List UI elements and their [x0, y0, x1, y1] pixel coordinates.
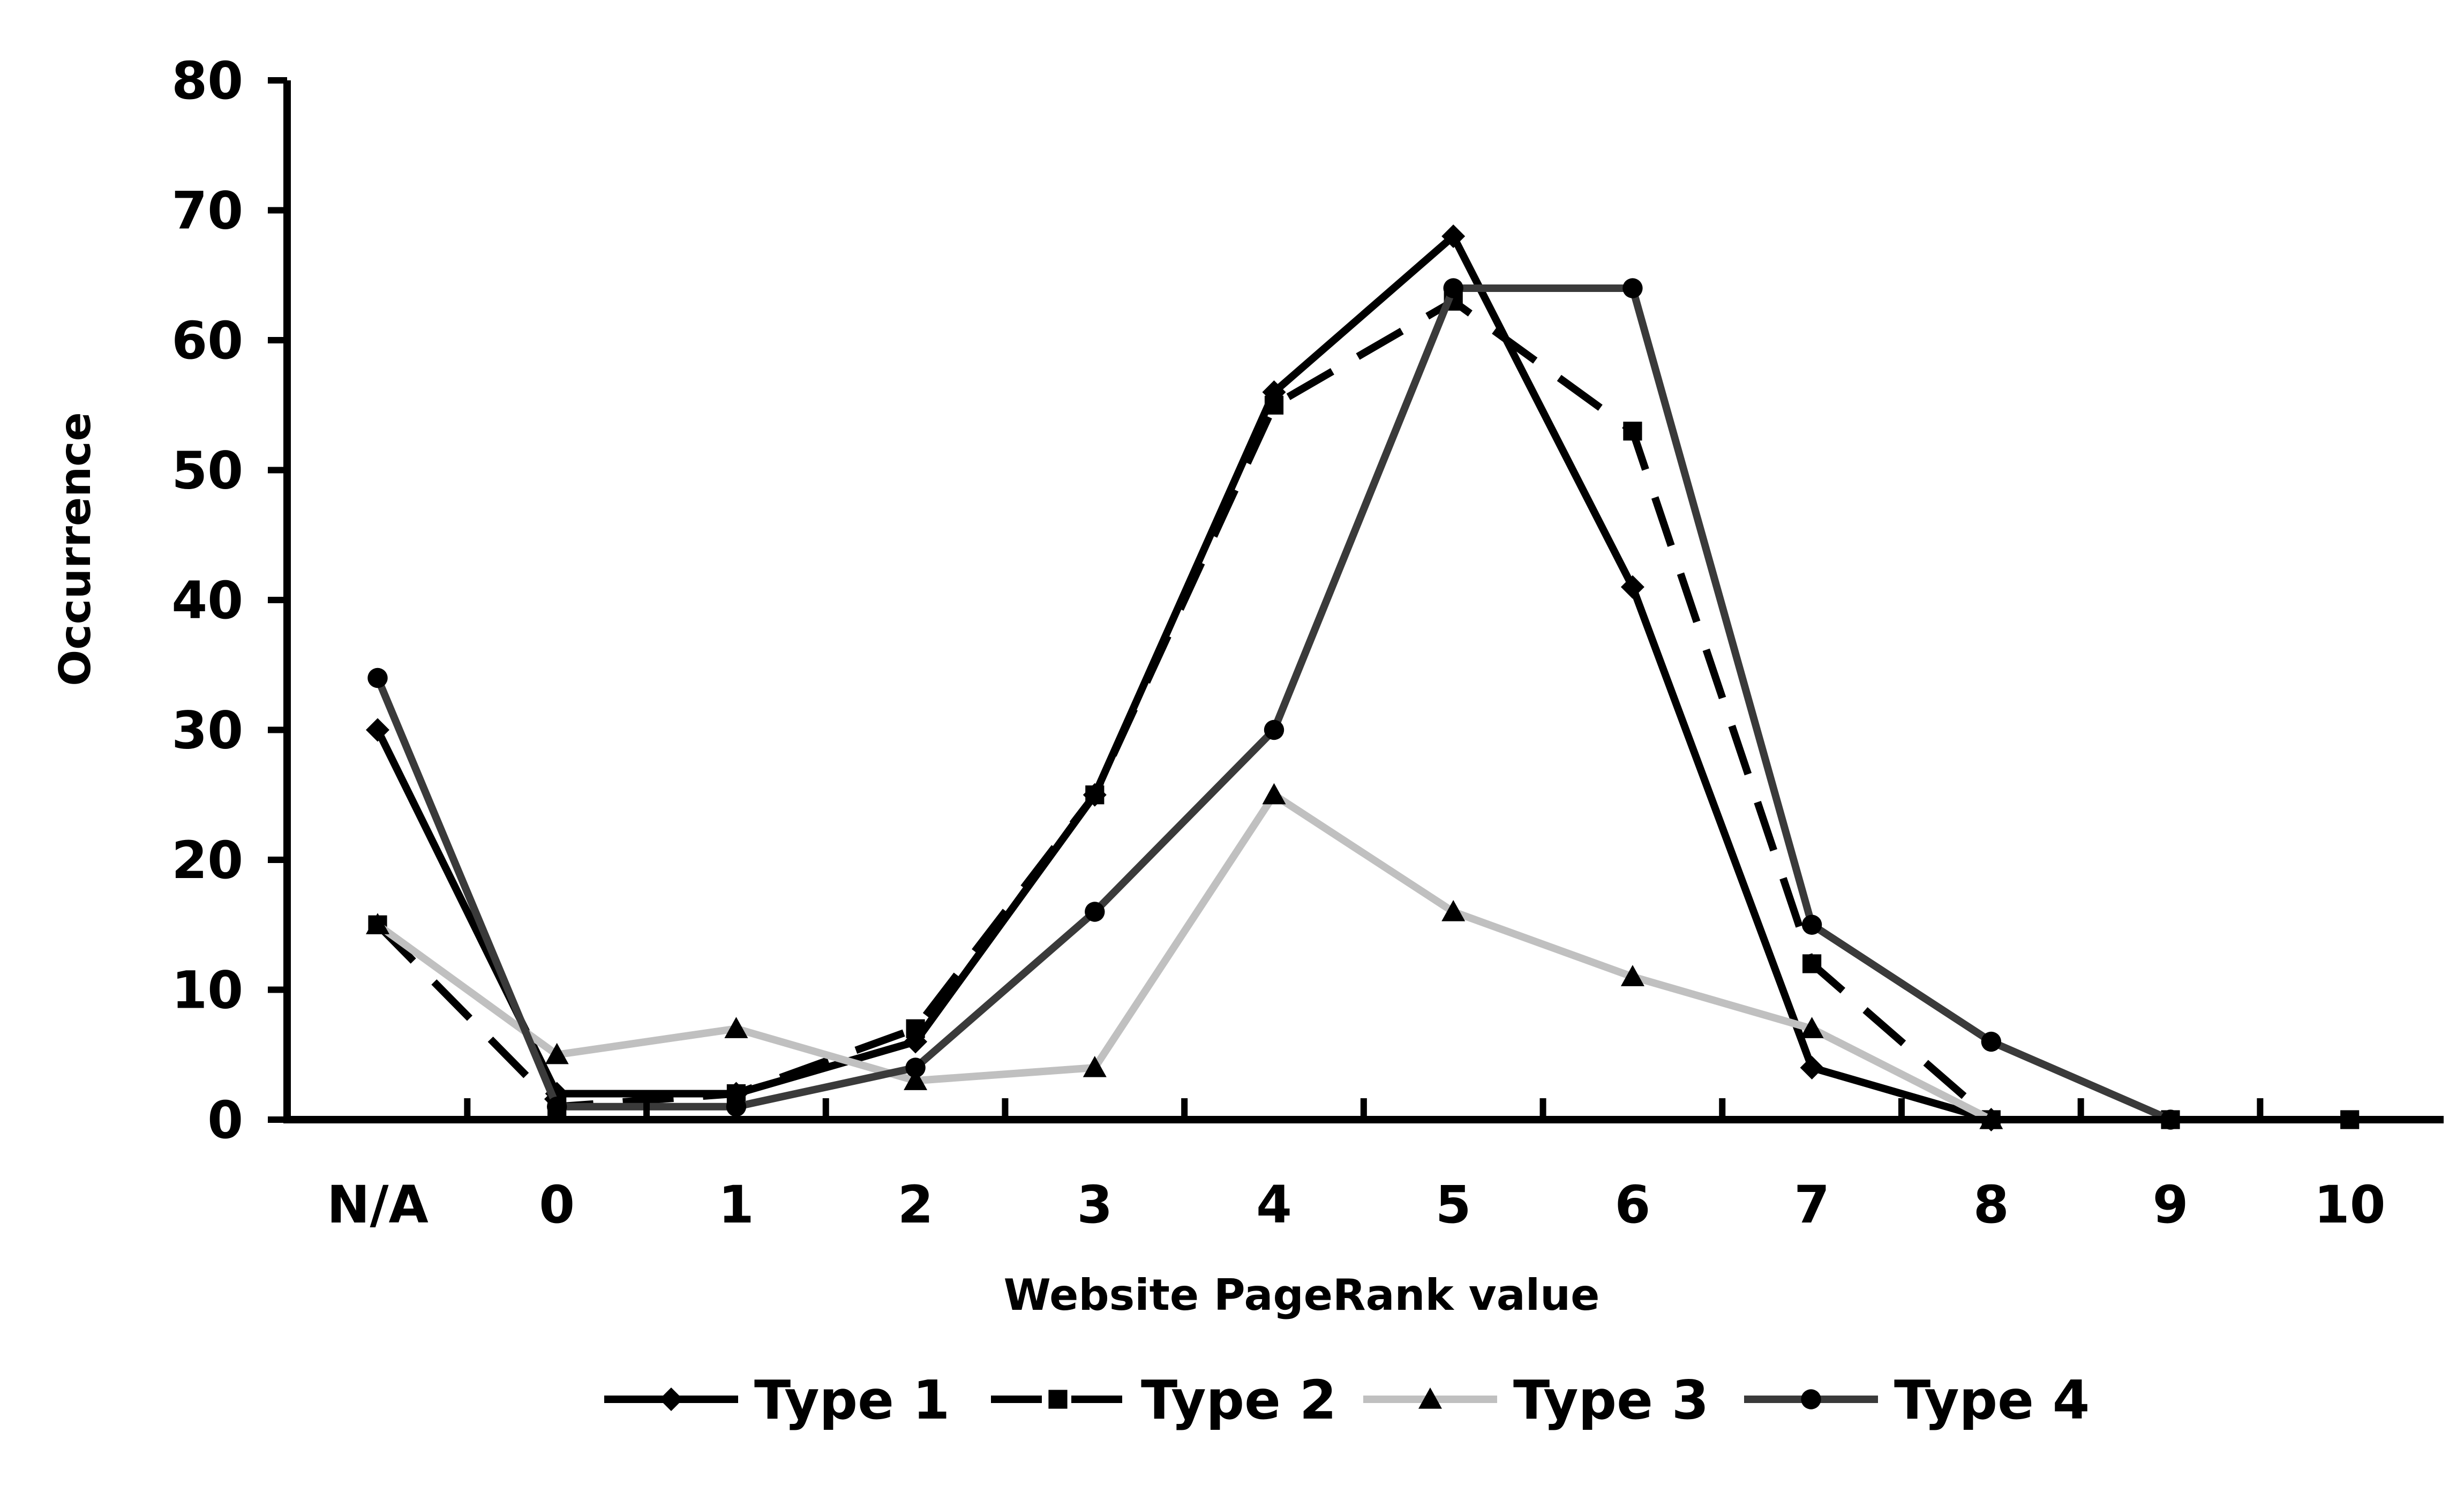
x-tick-label: N/A: [327, 1175, 429, 1235]
x-tick-label: 9: [2153, 1175, 2189, 1235]
y-tick-label: 80: [171, 51, 243, 111]
series-line: [374, 232, 1993, 1123]
data-point: [1620, 575, 1644, 599]
y-tick-label: 70: [171, 181, 243, 241]
x-tick-label: 7: [1794, 1175, 1830, 1235]
x-tick-label: 0: [539, 1175, 575, 1235]
data-point: [726, 1097, 747, 1117]
x-tick-label: 1: [718, 1175, 754, 1235]
legend-swatch-marker: [1801, 1389, 1821, 1409]
plot-marks: [366, 224, 2360, 1131]
y-tick-label: 50: [171, 441, 243, 501]
y-tick-label: 60: [171, 311, 243, 371]
series-line: [375, 791, 1993, 1123]
x-ticks: N/A 0 1 2 3 4 5 6 7 8 9 10: [327, 1098, 2385, 1235]
x-tick-label: 6: [1615, 1175, 1651, 1235]
data-point: [545, 1042, 569, 1064]
data-point: [1981, 1031, 2001, 1052]
data-point: [366, 913, 389, 934]
x-tick-label: 2: [898, 1175, 934, 1235]
y-ticks: 0 10 20 30 40 50 60 70 80: [171, 51, 287, 1150]
legend-item: Type 4: [1744, 1369, 2090, 1431]
y-tick-label: 10: [171, 961, 243, 1021]
series-line: [375, 297, 2350, 1123]
data-point: [1443, 278, 1463, 298]
data-point: [906, 1019, 925, 1038]
data-point: [1264, 395, 1284, 415]
data-point: [1800, 1017, 1824, 1038]
x-axis-title: Website PageRank value: [1004, 1270, 1600, 1320]
y-tick-label: 0: [207, 1090, 243, 1150]
legend-label: Type 1: [754, 1369, 950, 1431]
data-point: [1441, 900, 1466, 921]
data-point: [367, 668, 388, 688]
y-tick-label: 30: [171, 701, 243, 761]
series-type-3: [366, 783, 2003, 1129]
legend-item: Type 2: [991, 1369, 1336, 1431]
x-tick-label: 3: [1077, 1175, 1113, 1235]
legend-label: Type 3: [1513, 1369, 1709, 1431]
data-point: [1085, 902, 1105, 922]
data-point: [1622, 278, 1643, 298]
x-tick-label: 4: [1256, 1175, 1292, 1235]
legend-item: Type 1: [604, 1369, 950, 1431]
data-point: [905, 1058, 926, 1078]
legend-label: Type 2: [1141, 1369, 1336, 1431]
legend-swatch-marker: [1048, 1390, 1068, 1409]
data-point: [1800, 1056, 1824, 1079]
legend-label: Type 4: [1894, 1369, 2090, 1431]
x-tick-label: 5: [1436, 1175, 1471, 1235]
data-point: [1802, 954, 1822, 973]
data-point: [1620, 965, 1644, 986]
data-point: [724, 1017, 748, 1038]
legend-swatch-marker: [659, 1388, 683, 1411]
data-point: [1623, 422, 1642, 441]
data-point: [1264, 719, 1284, 740]
series-type-4: [367, 278, 2181, 1130]
y-tick-label: 40: [171, 571, 243, 631]
series-type-1: [366, 224, 2003, 1131]
legend-item: Type 3: [1363, 1369, 1709, 1431]
x-tick-label: 8: [1973, 1175, 2009, 1235]
data-point: [904, 1069, 928, 1090]
series-type-2: [368, 291, 2360, 1129]
x-tick-label: 10: [2314, 1175, 2386, 1235]
data-point: [1441, 224, 1466, 248]
legend: Type 1 Type 2 Type 3 Type 4: [604, 1369, 2090, 1431]
data-point: [546, 1097, 567, 1117]
axes: [283, 80, 2444, 1123]
y-tick-label: 20: [171, 830, 243, 890]
data-point: [366, 718, 389, 742]
data-point: [1083, 1056, 1107, 1077]
data-point: [1262, 783, 1286, 805]
legend-swatch-marker: [1418, 1388, 1442, 1409]
data-point: [1801, 914, 1822, 935]
y-axis-title: Occurrence: [50, 412, 100, 686]
data-point: [1085, 785, 1105, 805]
